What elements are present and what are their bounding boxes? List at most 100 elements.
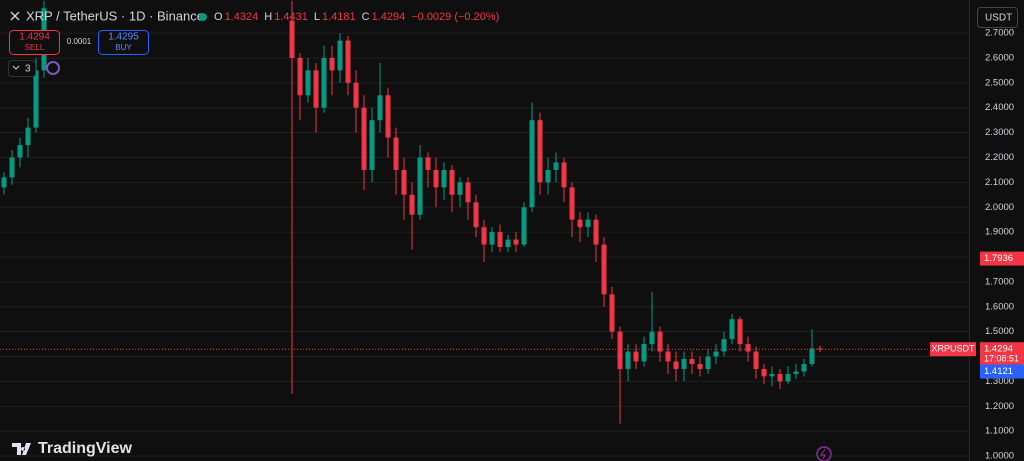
- candle-body: [721, 339, 727, 352]
- candle-body: [337, 40, 343, 71]
- candle-body: [609, 294, 615, 332]
- candle-body: [297, 57, 303, 96]
- candle-body: [793, 371, 799, 374]
- candle-body: [409, 194, 415, 215]
- candle-body: [601, 244, 607, 295]
- indicator-icon[interactable]: [46, 61, 60, 75]
- candle-body: [729, 319, 735, 340]
- y-tick-label: 1.9000: [985, 227, 1014, 238]
- change: −0.0029 (−0.20%): [411, 11, 499, 23]
- ohlc-key: L: [314, 11, 320, 23]
- candle-body: [537, 120, 543, 183]
- candle-body: [625, 351, 631, 369]
- candle-body: [401, 169, 407, 195]
- currency: USDT: [985, 13, 1012, 24]
- candle-body: [489, 232, 495, 245]
- alert-icon[interactable]: [816, 446, 832, 461]
- symbol-header: XRP / TetherUS · 1D · Binance: [10, 8, 207, 23]
- candle-body: [345, 40, 351, 83]
- brand-logo: [12, 443, 31, 455]
- candle-body: [481, 227, 487, 245]
- candle-body: [769, 373, 775, 377]
- close-icon[interactable]: [10, 11, 20, 21]
- buy-button[interactable]: [98, 30, 149, 55]
- y-tick-label: 1.5000: [985, 326, 1014, 337]
- buy-label: BUY: [115, 43, 132, 52]
- candle-body: [577, 219, 583, 228]
- countdown: 17:08:51: [984, 354, 1019, 364]
- candle-body: [369, 120, 375, 170]
- candle-body: [617, 331, 623, 369]
- price-tag: [980, 251, 1024, 266]
- candles: [1, 0, 823, 424]
- candle-body: [585, 219, 591, 228]
- candle-body: [737, 319, 743, 345]
- ohlc-key: O: [214, 11, 223, 23]
- price-tag-label: 1.4121: [984, 366, 1013, 377]
- candle-body: [641, 344, 647, 362]
- candle-body: [633, 351, 639, 362]
- symbol-tag: [930, 342, 976, 357]
- candle-body: [1, 177, 7, 188]
- candle-body: [809, 348, 815, 364]
- y-tick-label: 1.7000: [985, 276, 1014, 287]
- candle-body: [17, 145, 23, 158]
- ohlc-legend: O 1.4324 H 1.4431 L 1.4181 C 1.4294: [214, 11, 405, 23]
- candle-body: [761, 368, 767, 377]
- candle-body: [25, 127, 31, 146]
- candle-body: [417, 157, 423, 215]
- ohlc-key: C: [362, 11, 370, 23]
- candle-body: [313, 70, 319, 108]
- candle-body: [9, 157, 15, 178]
- candle-body: [745, 344, 751, 352]
- candle-body: [753, 351, 759, 369]
- y-tick-label: 2.7000: [985, 28, 1014, 39]
- bolt: [820, 448, 826, 460]
- ohlc-value: 1.4181: [322, 11, 356, 23]
- price-tag-label: 1.4294: [984, 344, 1013, 355]
- trade-buttons: 1.4294 SELL 0.0001 1.4295 BUY: [9, 30, 149, 55]
- spread: 0.0001: [67, 37, 92, 46]
- ohlc-key: H: [264, 11, 272, 23]
- price-tag: [980, 364, 1024, 379]
- candle-body: [649, 331, 655, 345]
- symbol-tag-label: XRPUSDT: [931, 344, 975, 354]
- y-tick-label: 2.5000: [985, 77, 1014, 88]
- y-tick-label: 1.0000: [985, 451, 1014, 461]
- currency-selector[interactable]: USDT: [977, 7, 1018, 28]
- candle-body: [377, 95, 383, 121]
- ohlc-value: 1.4324: [225, 11, 259, 23]
- candle-body: [393, 137, 399, 170]
- candle-body: [521, 207, 527, 245]
- candle-body: [33, 70, 39, 128]
- price-tag-label: 1.7936: [984, 253, 1013, 264]
- candle-body: [817, 348, 823, 350]
- indicator-count: 3: [25, 64, 31, 75]
- candle-body: [433, 169, 439, 188]
- indicators-toggle[interactable]: 3: [8, 60, 60, 77]
- candle-body: [513, 239, 519, 245]
- candle-body: [713, 351, 719, 357]
- candle-body: [425, 157, 431, 170]
- market-status: [199, 13, 207, 21]
- currency-box[interactable]: [977, 7, 1018, 28]
- indicators-box[interactable]: [8, 60, 36, 77]
- candle-body: [697, 363, 703, 369]
- sell-label: SELL: [25, 43, 45, 52]
- symbol-title: XRP / TetherUS · 1D · Binance: [26, 8, 204, 23]
- sell-button[interactable]: [9, 30, 60, 55]
- y-tick-label: 1.1000: [985, 426, 1014, 437]
- candle-body: [457, 182, 463, 195]
- candle-body: [497, 232, 503, 248]
- candle-body: [329, 57, 335, 71]
- candle-body: [529, 120, 535, 208]
- candle-body: [441, 169, 447, 188]
- candle-body: [689, 358, 695, 364]
- candle-body: [505, 239, 511, 248]
- buy-price: 1.4295: [108, 32, 139, 43]
- candle-body: [785, 373, 791, 382]
